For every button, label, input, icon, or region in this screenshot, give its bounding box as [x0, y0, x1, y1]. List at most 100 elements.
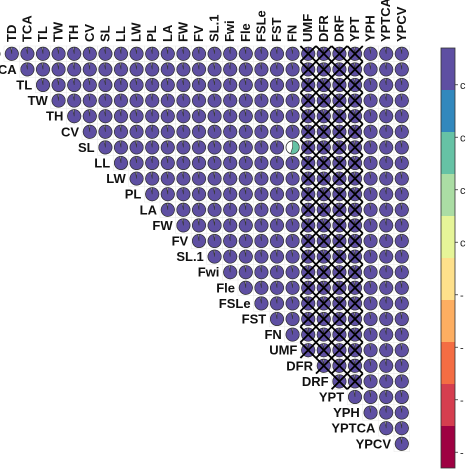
row-label: TW	[28, 93, 49, 108]
pie-D-YPH	[363, 46, 378, 61]
pie-LL-YPH	[363, 155, 378, 170]
pie-D-FSLe	[254, 46, 269, 61]
pie-TW-FV	[191, 93, 206, 108]
cross-mark	[330, 45, 348, 63]
pie-TH-YPCV	[394, 109, 409, 124]
pie-slice	[238, 265, 253, 280]
pie-slice	[270, 296, 284, 311]
pie-slice	[254, 140, 269, 155]
pie-slice	[129, 109, 144, 124]
pie-TH-SL	[98, 109, 113, 124]
pie-DFR-YPTCA	[379, 358, 394, 373]
pie-slice	[114, 124, 128, 139]
pie-slice	[223, 46, 238, 61]
pie-SL-FW	[176, 140, 191, 155]
pie-slice	[363, 280, 378, 295]
pie-slice	[270, 78, 284, 92]
pie-slice	[379, 218, 394, 233]
pie-TL-YPTCA	[379, 78, 394, 93]
pie-SL.1-Fle	[238, 249, 253, 264]
pie-slice	[114, 62, 128, 77]
pie-TW-LL	[114, 93, 129, 108]
pie-TH-TH	[67, 109, 82, 124]
pie-slice	[270, 187, 284, 202]
pie-slice	[270, 234, 284, 248]
pie-slice	[254, 218, 269, 233]
cross-mark	[299, 341, 317, 359]
pie-YPTCA-YPCV	[394, 421, 409, 436]
pie-FST-FST	[269, 311, 284, 326]
pie-slice	[379, 140, 394, 155]
cross-mark	[346, 201, 364, 219]
pie-slice	[223, 124, 238, 139]
pie-slice	[363, 374, 378, 389]
pie-slice	[207, 93, 222, 108]
pie-D-FN	[285, 46, 300, 61]
cross-mark	[346, 76, 364, 94]
pie-TL-TL	[36, 78, 51, 93]
pie-FN-FN	[285, 327, 300, 342]
pie-SL-FN	[285, 140, 300, 155]
row-labels: DTCATLTWTHCVSLLLLWPLLAFWFVSL.1FwiFleFSLe…	[0, 46, 391, 451]
row-label: YPT	[319, 390, 344, 405]
cross-mark	[299, 310, 317, 328]
cross-mark	[330, 341, 348, 359]
colorbar-legend: c c c c - - - -	[440, 47, 466, 469]
pie-Fle-FSLe	[254, 280, 269, 295]
pie-LA-FW	[176, 202, 191, 217]
pie-slice	[270, 62, 284, 77]
pie-slice	[394, 202, 409, 217]
pie-D-YPCV	[394, 46, 409, 61]
pie-SL-LA	[160, 140, 175, 155]
pie-TW-YPH	[363, 93, 378, 108]
cross-mark	[315, 92, 333, 110]
colorbar-tick-label: -	[460, 342, 464, 354]
pie-slice	[192, 46, 206, 61]
pie-TL-Fwi	[223, 78, 238, 93]
pie-SL-Fwi	[223, 140, 238, 155]
pie-slice	[238, 171, 253, 186]
pie-SL-FV	[191, 140, 206, 155]
pie-PL-YPCV	[394, 187, 409, 202]
pie-slice	[98, 78, 113, 92]
pie-slice	[270, 218, 284, 233]
pie-slice	[254, 280, 269, 295]
pie-TCA-SL.1	[207, 62, 222, 77]
row-label: DFR	[286, 358, 313, 373]
pie-TL-LL	[114, 78, 129, 93]
pie-Fwi-Fle	[238, 265, 253, 280]
pie-LA-FN	[285, 202, 300, 217]
pie-slice	[254, 202, 269, 217]
cross-mark	[315, 60, 333, 78]
col-label: Fwi	[222, 20, 237, 42]
cross-mark	[346, 185, 364, 203]
pie-slice	[270, 156, 284, 170]
pie-TL-FV	[191, 78, 206, 93]
col-label: LW	[129, 22, 144, 42]
non-significant-crosses	[299, 45, 364, 390]
pie-TH-FST	[269, 109, 284, 124]
pie-TL-FW	[176, 78, 191, 93]
pie-slice	[160, 78, 175, 92]
pie-D-TH	[67, 46, 82, 61]
cross-mark	[315, 248, 333, 266]
pie-FN-YPH	[363, 327, 378, 342]
pie-slice	[238, 46, 253, 61]
pie-slice	[363, 171, 378, 186]
pie-SL.1-FST	[269, 249, 284, 264]
pie-TH-YPH	[363, 109, 378, 124]
pie-CV-FV	[191, 124, 206, 139]
colorbar-tick-label: c	[460, 237, 466, 249]
pie-FST-YPCV	[394, 311, 409, 326]
pie-CV-Fle	[238, 124, 253, 139]
pie-TW-SL.1	[207, 93, 222, 108]
pie-slice	[145, 187, 160, 202]
pie-slice	[379, 109, 394, 124]
pie-TCA-TCA	[20, 62, 35, 77]
pie-LW-LW	[129, 171, 144, 186]
cross-mark	[299, 248, 317, 266]
pie-PL-FSLe	[254, 187, 269, 202]
pie-slice	[207, 187, 222, 202]
cross-mark	[346, 216, 364, 234]
row-label: CV	[61, 124, 79, 139]
